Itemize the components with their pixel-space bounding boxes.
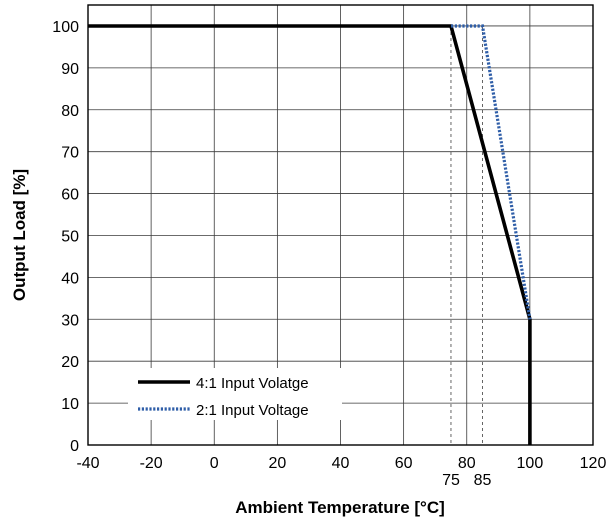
series-layer xyxy=(88,24,532,445)
y-axis-title: Output Load [%] xyxy=(10,169,29,301)
x-tick-label: 80 xyxy=(458,455,476,472)
x-tick-label: 40 xyxy=(332,455,350,472)
temperature-marker-layer xyxy=(450,25,483,445)
y-tick-label: 60 xyxy=(61,187,79,204)
x-tick-label: -40 xyxy=(76,455,99,472)
legend: 4:1 Input Volatge 2:1 Input Voltage xyxy=(128,368,342,420)
x-tick-label: 120 xyxy=(580,455,607,472)
series-line-1 xyxy=(451,24,532,320)
x-tick-label: 100 xyxy=(517,455,544,472)
x-tick-label: 20 xyxy=(268,455,286,472)
y-tick-label: 100 xyxy=(52,19,79,36)
marker-label-85: 85 xyxy=(474,472,492,489)
y-tick-label: 90 xyxy=(61,61,79,78)
y-tick-label: 80 xyxy=(61,103,79,120)
y-tick-label: 20 xyxy=(61,354,79,371)
legend-label-2-1: 2:1 Input Voltage xyxy=(196,402,309,419)
x-tick-label: -20 xyxy=(140,455,163,472)
y-tick-label: 0 xyxy=(70,438,79,455)
y-tick-label: 50 xyxy=(61,228,79,245)
legend-background xyxy=(128,368,342,420)
plot-frame xyxy=(87,4,594,446)
y-tick-label: 40 xyxy=(61,270,79,287)
x-tick-label: 60 xyxy=(395,455,413,472)
y-tick-label: 70 xyxy=(61,145,79,162)
x-tick-label: 0 xyxy=(210,455,219,472)
y-tick-label: 30 xyxy=(61,312,79,329)
x-axis-title: Ambient Temperature [°C] xyxy=(235,498,445,517)
legend-label-4-1: 4:1 Input Volatge xyxy=(196,375,309,392)
axis-layer: -40 -20 0 20 40 60 80 100 120 0 10 20 30 40 50 60 70 80 90… xyxy=(52,4,607,489)
y-tick-label: 10 xyxy=(61,396,79,413)
marker-label-75: 75 xyxy=(442,472,460,489)
series-line-0 xyxy=(88,24,532,445)
